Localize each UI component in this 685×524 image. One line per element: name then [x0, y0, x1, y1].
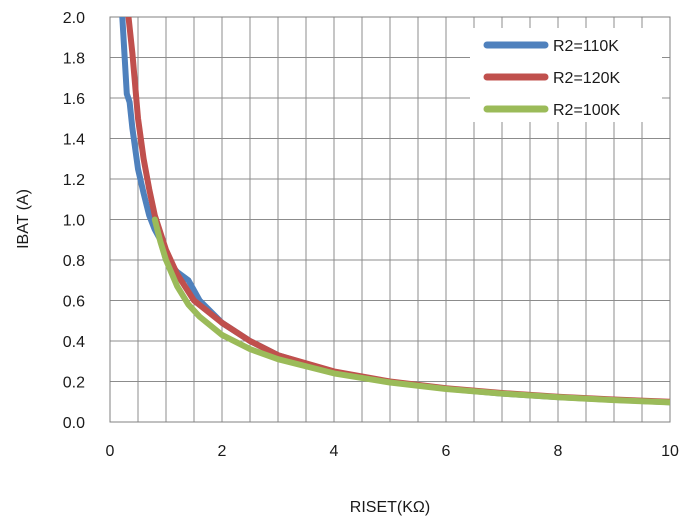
- y-tick-label: 0.4: [63, 334, 85, 351]
- y-tick-label: 0.2: [63, 375, 85, 392]
- x-tick-label: 2: [218, 443, 227, 460]
- y-tick-label: 1.0: [63, 213, 85, 230]
- x-tick-label: 10: [661, 443, 679, 460]
- y-tick-label: 1.8: [63, 51, 85, 68]
- y-tick-label: 1.2: [63, 172, 85, 189]
- x-tick-label: 8: [554, 443, 563, 460]
- x-tick-label: 0: [106, 443, 115, 460]
- grid: [109, 16, 671, 423]
- legend-label: R2=120K: [553, 70, 620, 87]
- x-tick-label: 6: [442, 443, 451, 460]
- y-tick-label: 1.6: [63, 91, 85, 108]
- y-tick-label: 1.4: [63, 132, 85, 149]
- y-tick-label: 0.6: [63, 294, 85, 311]
- series-group: [119, 17, 670, 406]
- x-tick-label: 4: [330, 443, 339, 460]
- legend-label: R2=110K: [553, 38, 619, 55]
- y-tick-label: 0.0: [63, 415, 85, 432]
- plot-area-border: [109, 16, 671, 423]
- x-axis-title: RISET(KΩ): [350, 499, 430, 516]
- legend-label: R2=100K: [553, 102, 620, 119]
- y-tick-label: 2.0: [63, 10, 85, 27]
- y-tick-label: 0.8: [63, 253, 85, 270]
- legend: R2=110K R2=120K R2=100K: [470, 28, 662, 122]
- y-tick-labels: 0.0 0.2 0.4 0.6 0.8 1.0 1.2 1.4 1.6 1.8 2.0: [63, 10, 85, 432]
- y-axis-title: IBAT (A): [15, 189, 32, 249]
- x-tick-labels: 0 2 4 6 8 10: [106, 443, 679, 460]
- series-line: [151, 216, 670, 406]
